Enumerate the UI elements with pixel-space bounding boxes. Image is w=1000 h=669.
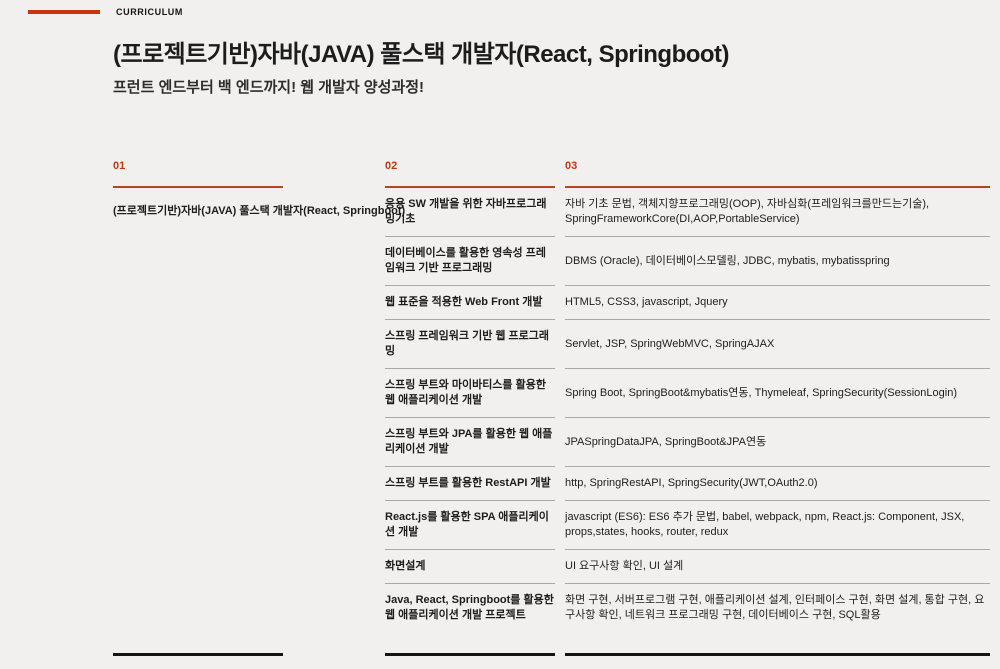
detail-cell: 화면 구현, 서버프로그램 구현, 애플리케이션 설계, 인터페이스 구현, 화…: [565, 584, 990, 656]
course-name: (프로젝트기반)자바(JAVA) 풀스택 개발자(React, Springbo…: [113, 205, 406, 217]
module-column-number: 02: [385, 158, 555, 188]
module-cell: 스프링 부트와 JPA를 활용한 웹 애플리케이션 개발: [385, 418, 555, 467]
accent-bar: [28, 10, 100, 14]
module-cell: 화면설계: [385, 550, 555, 584]
detail-cell: UI 요구사항 확인, UI 설계: [565, 550, 990, 584]
course-column: 01 (프로젝트기반)자바(JAVA) 풀스택 개발자(React, Sprin…: [113, 158, 406, 656]
curriculum-layout: 01 (프로젝트기반)자바(JAVA) 풀스택 개발자(React, Sprin…: [113, 158, 990, 656]
page-title: (프로젝트기반)자바(JAVA) 풀스택 개발자(React, Springbo…: [113, 41, 730, 68]
detail-cell: JPASpringDataJPA, SpringBoot&JPA연동: [565, 418, 990, 467]
detail-cell: HTML5, CSS3, javascript, Jquery: [565, 286, 990, 320]
detail-cell: 자바 기초 문법, 객체지향프로그래밍(OOP), 자바심화(프레임워크를만드는…: [565, 188, 990, 237]
section-eyebrow-label: CURRICULUM: [116, 7, 183, 17]
module-cell: 스프링 프레임워크 기반 웹 프로그래밍: [385, 320, 555, 369]
page-subtitle: 프런트 엔드부터 백 엔드까지! 웹 개발자 양성과정!: [113, 79, 424, 96]
module-cell: 스프링 부트를 활용한 RestAPI 개발: [385, 467, 555, 501]
module-cell: 스프링 부트와 마이바티스를 활용한 웹 애플리케이션 개발: [385, 369, 555, 418]
detail-cell: Servlet, JSP, SpringWebMVC, SpringAJAX: [565, 320, 990, 369]
curriculum-table: 02 03 응용 SW 개발을 위한 자바프로그래밍기초 자바 기초 문법, 객…: [385, 158, 990, 656]
detail-cell: Spring Boot, SpringBoot&mybatis연동, Thyme…: [565, 369, 990, 418]
detail-cell: javascript (ES6): ES6 추가 문법, babel, webp…: [565, 501, 990, 550]
detail-cell: DBMS (Oracle), 데이터베이스모델링, JDBC, mybatis,…: [565, 237, 990, 286]
module-cell: 웹 표준을 적용한 Web Front 개발: [385, 286, 555, 320]
section-eyebrow-row: CURRICULUM: [28, 7, 183, 17]
module-cell: React.js를 활용한 SPA 애플리케이션 개발: [385, 501, 555, 550]
module-cell: 응용 SW 개발을 위한 자바프로그래밍기초: [385, 188, 555, 237]
module-cell: 데이터베이스를 활용한 영속성 프레임워크 기반 프로그래밍: [385, 237, 555, 286]
course-column-number: 01: [113, 158, 283, 188]
module-cell: Java, React, Springboot를 활용한 웹 애플리케이션 개발…: [385, 584, 555, 656]
detail-column-number: 03: [565, 158, 990, 188]
course-column-spacer: [113, 218, 283, 653]
detail-cell: http, SpringRestAPI, SpringSecurity(JWT,…: [565, 467, 990, 501]
